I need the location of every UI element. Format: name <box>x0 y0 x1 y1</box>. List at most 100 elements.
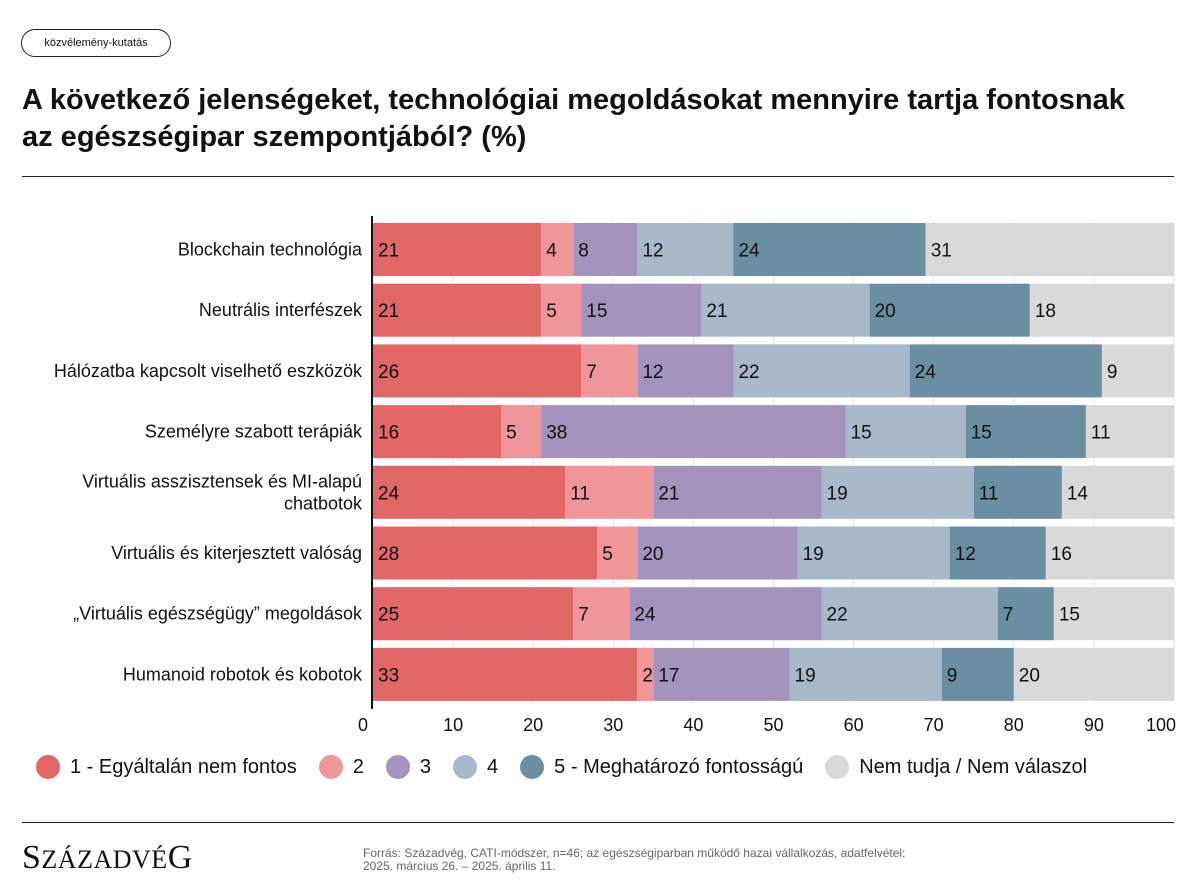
bar-segment <box>373 526 598 580</box>
bar-segment <box>565 465 654 519</box>
legend-item: 4 <box>453 755 498 779</box>
data-label: 21 <box>378 241 399 262</box>
data-label: 7 <box>1003 605 1014 626</box>
bar-segment <box>789 647 942 701</box>
legend-label: 4 <box>487 755 499 778</box>
data-label: 7 <box>578 605 589 626</box>
legend-swatch <box>520 755 545 779</box>
data-label: 16 <box>1051 544 1072 565</box>
data-label: 19 <box>827 483 848 504</box>
data-label: 15 <box>971 423 992 444</box>
data-label: 12 <box>642 362 663 383</box>
bar-segment <box>373 405 502 459</box>
bar-segment <box>573 587 630 641</box>
data-label: 5 <box>506 423 517 444</box>
bar-segment <box>821 587 998 641</box>
legend-label: 5 - Meghatározó fontosságú <box>554 755 804 778</box>
category-label: Humanoid robotok és kobotok <box>123 664 363 684</box>
x-tick-label: 100 <box>1146 715 1176 735</box>
data-label: 38 <box>546 423 567 444</box>
data-label: 25 <box>378 605 399 626</box>
data-label: 18 <box>1035 301 1056 322</box>
data-label: 14 <box>1067 483 1089 504</box>
chart-title: A következő jelenségeket, technológiai m… <box>22 84 1125 153</box>
bar-segment <box>541 283 582 337</box>
x-tick-label: 40 <box>683 715 703 735</box>
bar-segment <box>373 344 582 398</box>
bar-segment <box>1101 344 1174 398</box>
source-line-1: Forrás: Századvég, CATI-módszer, n=46; a… <box>363 846 906 860</box>
category-label: Személyre szabott terápiák <box>145 422 363 442</box>
legend-swatch <box>318 755 343 779</box>
data-label: 9 <box>947 665 958 686</box>
szazadveg-logo: SZÁZADVÉG <box>22 839 193 876</box>
data-label: 12 <box>955 544 976 565</box>
bar-segment <box>1085 405 1174 459</box>
source-line-2: 2025. március 26. – 2025. április 11. <box>363 859 556 873</box>
bar-segment <box>541 223 574 276</box>
legend-item: Nem tudja / Nem válaszol <box>825 755 1087 779</box>
category-label: chatbotok <box>284 493 363 513</box>
data-label: 24 <box>915 362 937 383</box>
data-label: 22 <box>827 605 848 626</box>
data-label: 21 <box>706 301 727 322</box>
data-label: 11 <box>979 483 999 504</box>
category-label: „Virtuális egészségügy” megoldások <box>73 604 363 624</box>
data-label: 5 <box>602 544 613 565</box>
bar-segment <box>653 647 790 701</box>
category-label: Virtuális és kiterjesztett valóság <box>111 543 362 563</box>
bar-segment <box>701 283 870 337</box>
bar-segment <box>653 465 822 519</box>
data-label: 2 <box>642 665 653 686</box>
title-divider <box>22 176 1174 177</box>
bar-segment <box>581 344 638 398</box>
data-label: 16 <box>378 423 399 444</box>
data-label: 28 <box>378 544 399 565</box>
x-tick-label: 10 <box>443 715 463 735</box>
bar-segment <box>637 647 654 701</box>
x-tick-label: 30 <box>603 715 623 735</box>
x-tick-label: 50 <box>763 715 783 735</box>
bar-segment <box>501 405 542 459</box>
legend-item: 3 <box>385 755 431 779</box>
data-label: 20 <box>642 544 663 565</box>
data-label: 11 <box>1091 423 1111 444</box>
data-label: 12 <box>642 241 663 262</box>
bar-segment <box>1013 647 1174 701</box>
data-label: 11 <box>570 483 590 504</box>
legend-item: 1 - Egyáltalán nem fontos <box>36 755 297 779</box>
data-label: 24 <box>634 605 656 626</box>
data-label: 15 <box>851 423 872 444</box>
x-tick-label: 0 <box>358 715 368 735</box>
data-label: 8 <box>578 241 589 262</box>
data-label: 20 <box>1019 665 1040 686</box>
bar-segment <box>973 465 1062 519</box>
data-label: 7 <box>586 362 597 383</box>
bar-segment <box>597 526 638 580</box>
source-note: Forrás: Századvég, CATI-módszer, n=46; a… <box>363 847 1063 873</box>
legend-swatch <box>385 755 410 779</box>
legend-swatch <box>453 755 478 779</box>
bar-segment <box>373 647 638 701</box>
bar-segment <box>637 526 798 580</box>
legend-label: Nem tudja / Nem válaszol <box>859 755 1088 778</box>
bar-segment <box>373 283 542 337</box>
x-tick-label: 60 <box>844 715 864 735</box>
bar-segment <box>581 283 702 337</box>
data-label: 22 <box>738 362 759 383</box>
category-label: Blockchain technológia <box>178 240 363 260</box>
category-label: Virtuális asszisztensek és MI-alapú <box>82 471 362 491</box>
bar-segment <box>949 526 1046 580</box>
bar-segment <box>797 526 950 580</box>
x-tick-label: 90 <box>1084 715 1104 735</box>
legend-label: 2 <box>352 755 364 778</box>
data-label: 24 <box>378 483 400 504</box>
bar-segment <box>1029 283 1174 337</box>
bar-segment <box>869 283 1030 337</box>
bar-segment <box>373 587 574 641</box>
legend-swatch <box>825 755 850 779</box>
bar-segment <box>1045 526 1174 580</box>
bar-segment <box>925 223 1174 276</box>
topic-tag: közvélemény-kutatás <box>21 29 171 57</box>
bar-segment <box>373 223 542 276</box>
